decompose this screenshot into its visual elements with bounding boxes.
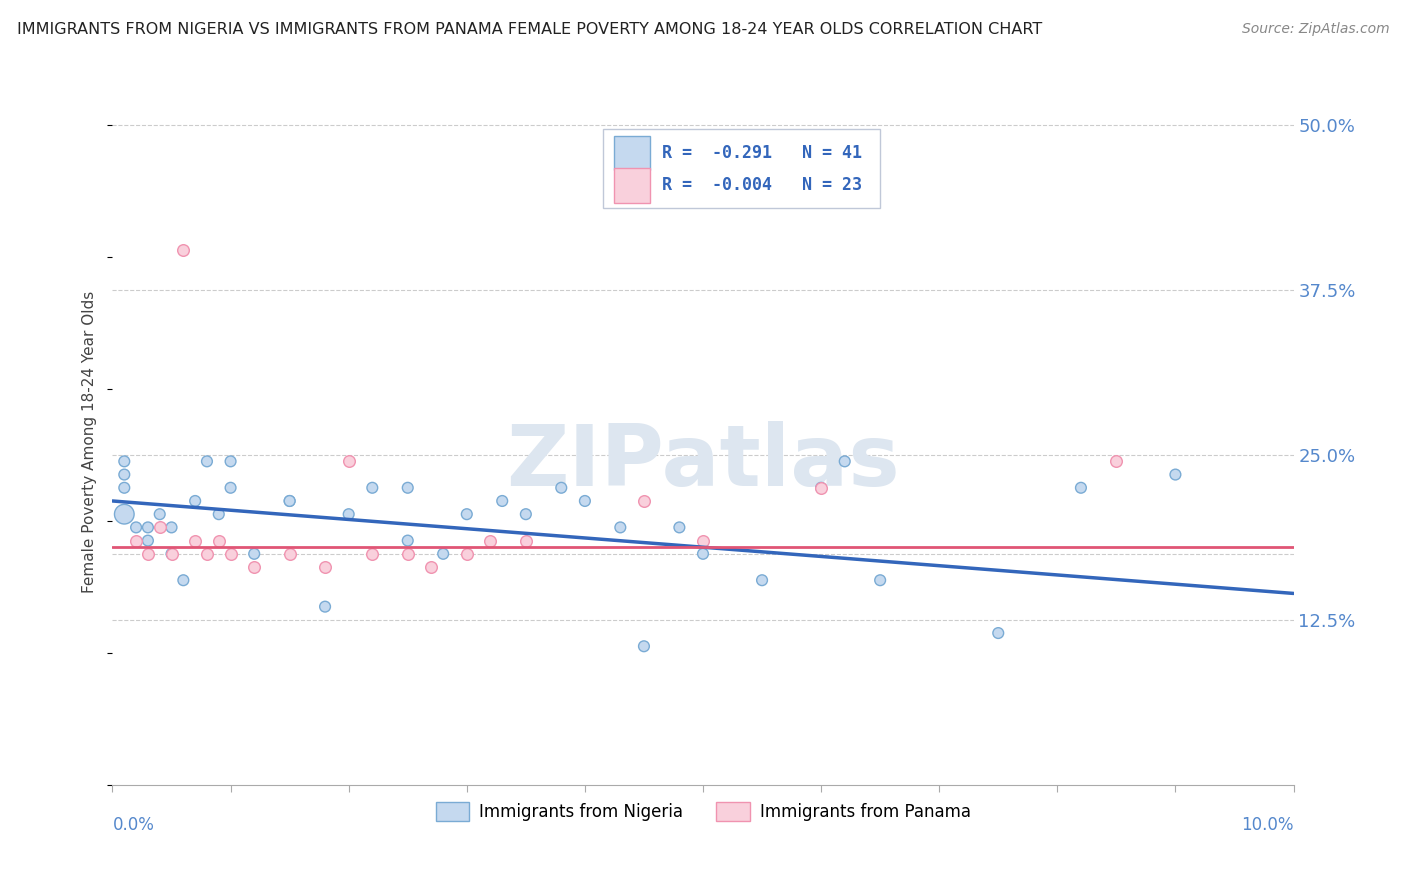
Point [136, 547, 159, 561]
Point [208, 533, 231, 548]
Point [396, 547, 419, 561]
Point [432, 547, 454, 561]
Point [219, 454, 242, 468]
FancyBboxPatch shape [614, 136, 650, 170]
Point [515, 533, 537, 548]
Point [456, 547, 478, 561]
Point [160, 547, 183, 561]
Point [633, 640, 655, 654]
Point [1164, 467, 1187, 482]
Point [208, 507, 231, 521]
Point [396, 533, 419, 548]
Point [112, 467, 135, 482]
Point [278, 494, 301, 508]
FancyBboxPatch shape [603, 129, 880, 208]
Point [195, 547, 218, 561]
Point [149, 520, 172, 534]
Point [314, 560, 336, 574]
Point [112, 507, 135, 521]
Point [491, 494, 513, 508]
Point [668, 520, 690, 534]
Point [633, 494, 655, 508]
Point [692, 547, 714, 561]
Point [314, 599, 336, 614]
Point [810, 481, 832, 495]
Point [219, 547, 242, 561]
Point [396, 481, 419, 495]
Point [574, 494, 596, 508]
FancyBboxPatch shape [614, 169, 650, 202]
Legend: Immigrants from Nigeria, Immigrants from Panama: Immigrants from Nigeria, Immigrants from… [429, 796, 977, 828]
Point [243, 547, 266, 561]
Point [751, 573, 773, 587]
Text: 0.0%: 0.0% [112, 816, 155, 834]
Text: R =  -0.004   N = 23: R = -0.004 N = 23 [662, 177, 862, 194]
Point [869, 573, 891, 587]
Point [278, 494, 301, 508]
Text: ZIPatlas: ZIPatlas [506, 421, 900, 504]
Point [1070, 481, 1092, 495]
Point [456, 507, 478, 521]
Point [136, 533, 159, 548]
Point [195, 454, 218, 468]
Point [125, 520, 148, 534]
Point [479, 533, 502, 548]
Point [810, 481, 832, 495]
Point [609, 520, 631, 534]
Point [420, 560, 443, 574]
Point [112, 481, 135, 495]
Text: Source: ZipAtlas.com: Source: ZipAtlas.com [1241, 22, 1389, 37]
Point [361, 481, 384, 495]
Text: IMMIGRANTS FROM NIGERIA VS IMMIGRANTS FROM PANAMA FEMALE POVERTY AMONG 18-24 YEA: IMMIGRANTS FROM NIGERIA VS IMMIGRANTS FR… [17, 22, 1042, 37]
Point [550, 481, 572, 495]
Point [243, 560, 266, 574]
Point [160, 520, 183, 534]
Point [136, 520, 159, 534]
Point [1105, 454, 1128, 468]
Point [987, 626, 1010, 640]
Y-axis label: Female Poverty Among 18-24 Year Olds: Female Poverty Among 18-24 Year Olds [82, 291, 97, 592]
Text: 10.0%: 10.0% [1241, 816, 1294, 834]
Point [278, 547, 301, 561]
Point [834, 454, 856, 468]
Point [337, 454, 360, 468]
Text: R =  -0.291   N = 41: R = -0.291 N = 41 [662, 145, 862, 162]
Point [172, 243, 194, 257]
Point [149, 507, 172, 521]
Point [219, 481, 242, 495]
Point [337, 507, 360, 521]
Point [112, 454, 135, 468]
Point [184, 533, 207, 548]
Point [361, 547, 384, 561]
Point [692, 533, 714, 548]
Point [160, 547, 183, 561]
Point [515, 507, 537, 521]
Point [184, 494, 207, 508]
Point [125, 533, 148, 548]
Point [172, 573, 194, 587]
